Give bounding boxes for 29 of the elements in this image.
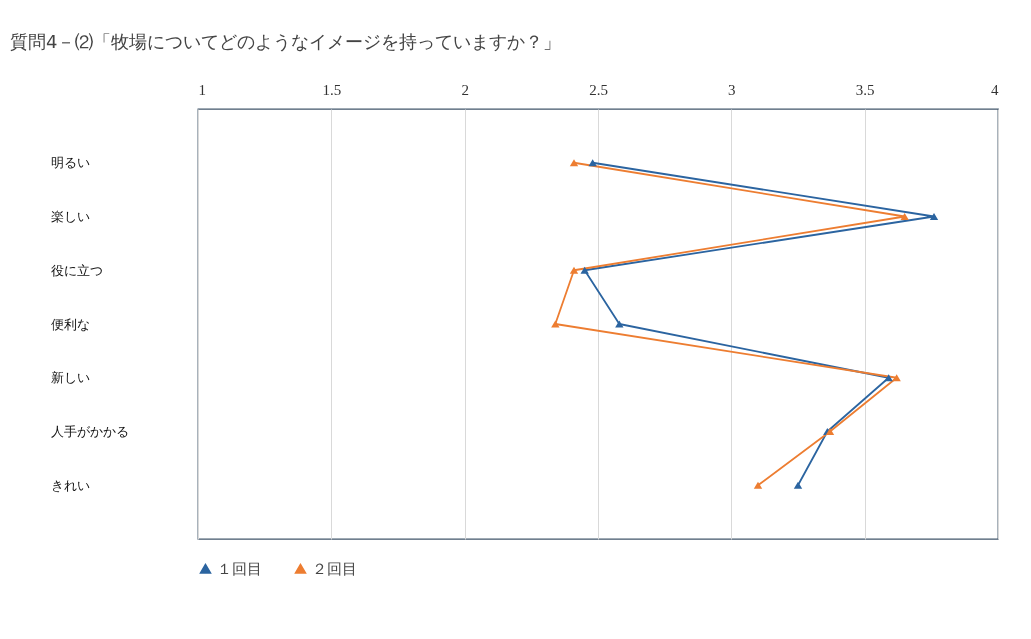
point <box>900 212 909 221</box>
point <box>580 266 589 274</box>
point <box>884 374 893 382</box>
point <box>588 159 597 167</box>
point <box>569 266 579 274</box>
legend-label: ２回目 <box>312 559 357 578</box>
y-tick-label: 楽しい <box>50 209 90 224</box>
point <box>615 320 624 328</box>
point <box>551 320 560 328</box>
y-tick-label: 便利な <box>50 316 90 332</box>
point <box>569 159 579 167</box>
y-tick-label: 明るい <box>50 155 90 171</box>
x-tick-label: 1 <box>198 81 206 98</box>
y-tick-label: 人手がかかる <box>50 424 129 439</box>
y-tick-label: きれい <box>50 477 90 493</box>
point <box>929 212 939 221</box>
point <box>753 481 763 489</box>
y-tick-label: 役に立つ <box>50 262 103 278</box>
x-tick-label: 3.5 <box>855 81 875 98</box>
point <box>892 374 901 382</box>
y-tick-label: 新しい <box>50 370 90 386</box>
x-tick-label: 3 <box>728 81 736 98</box>
x-tick-label: 2 <box>461 81 469 98</box>
legend-label: １回目 <box>217 559 262 578</box>
chart-title: 質問4－⑵「牧場についてどのようなイメージを持っていますか？」 <box>10 31 562 52</box>
x-tick-label: 4 <box>991 81 999 98</box>
x-tick-label: 1.5 <box>322 81 342 98</box>
point <box>793 481 803 489</box>
x-tick-label: 2.5 <box>589 81 608 98</box>
